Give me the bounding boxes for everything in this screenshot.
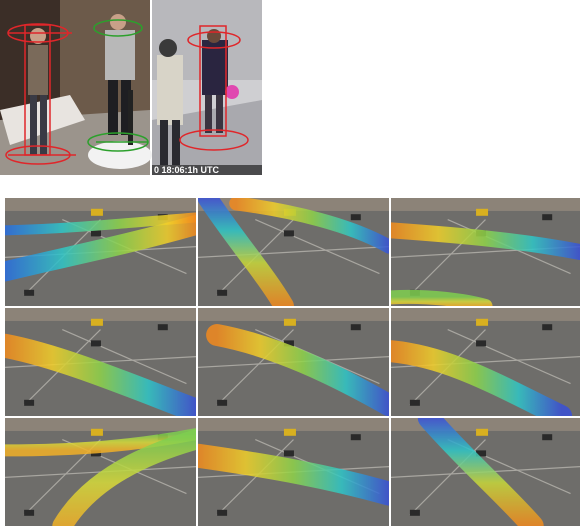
taxi: [476, 318, 489, 326]
buildings: [198, 308, 389, 321]
car: [217, 509, 228, 516]
car: [476, 340, 487, 347]
trajectory: [208, 198, 284, 306]
buildings: [391, 308, 580, 321]
car: [283, 450, 294, 457]
car: [350, 214, 361, 221]
car: [409, 509, 420, 516]
trajectory: [62, 440, 196, 526]
car: [350, 434, 361, 441]
car: [217, 399, 228, 406]
road-marking: [198, 246, 389, 258]
car: [542, 324, 553, 331]
street-frame: [198, 418, 389, 526]
trajectory: [5, 225, 196, 271]
car: [24, 509, 35, 516]
car: [476, 450, 487, 457]
car: [24, 399, 35, 406]
road-marking: [255, 219, 380, 275]
trajectory: [391, 230, 580, 252]
street-frame: [5, 418, 196, 526]
car: [283, 230, 294, 237]
trajectory: [236, 203, 389, 246]
car: [217, 289, 228, 296]
street-frame: [391, 418, 580, 526]
road-marking: [447, 329, 571, 385]
trajectory: [198, 456, 389, 494]
street-frame: [5, 308, 196, 416]
street-frame: [198, 308, 389, 416]
taxi: [90, 208, 103, 216]
road-marking: [62, 329, 187, 385]
car: [90, 230, 101, 237]
car: [24, 289, 35, 296]
taxi: [476, 428, 489, 436]
buildings: [5, 308, 196, 321]
trajectory: [5, 217, 196, 230]
street-frame: [198, 198, 389, 306]
buildings: [391, 198, 580, 211]
buildings: [198, 418, 389, 431]
street-frame: [391, 308, 580, 416]
car: [283, 340, 294, 347]
taxi: [476, 208, 489, 216]
trajectory: [217, 335, 389, 405]
trajectory: [5, 346, 196, 411]
trajectory: [391, 297, 486, 306]
taxi: [90, 428, 103, 436]
street-frame: [5, 198, 196, 306]
taxi: [283, 428, 296, 436]
road-marking: [216, 439, 294, 516]
trajectory: [429, 418, 533, 526]
car: [350, 324, 361, 331]
car: [90, 340, 101, 347]
car: [90, 450, 101, 457]
street-frame: [391, 198, 580, 306]
trajectory: [391, 351, 561, 416]
car: [542, 214, 553, 221]
timestamp: 0 18:06:1h UTC: [154, 165, 220, 175]
car: [409, 399, 420, 406]
trajectory-grid: [5, 198, 580, 526]
taxi: [283, 318, 296, 326]
car: [542, 434, 553, 441]
buildings: [5, 198, 196, 211]
photo-station: 0 18:06:1h UTC: [152, 0, 262, 175]
buildings: [5, 418, 196, 431]
photo-indoor: [0, 0, 152, 175]
taxi: [90, 318, 103, 326]
car: [157, 324, 168, 331]
